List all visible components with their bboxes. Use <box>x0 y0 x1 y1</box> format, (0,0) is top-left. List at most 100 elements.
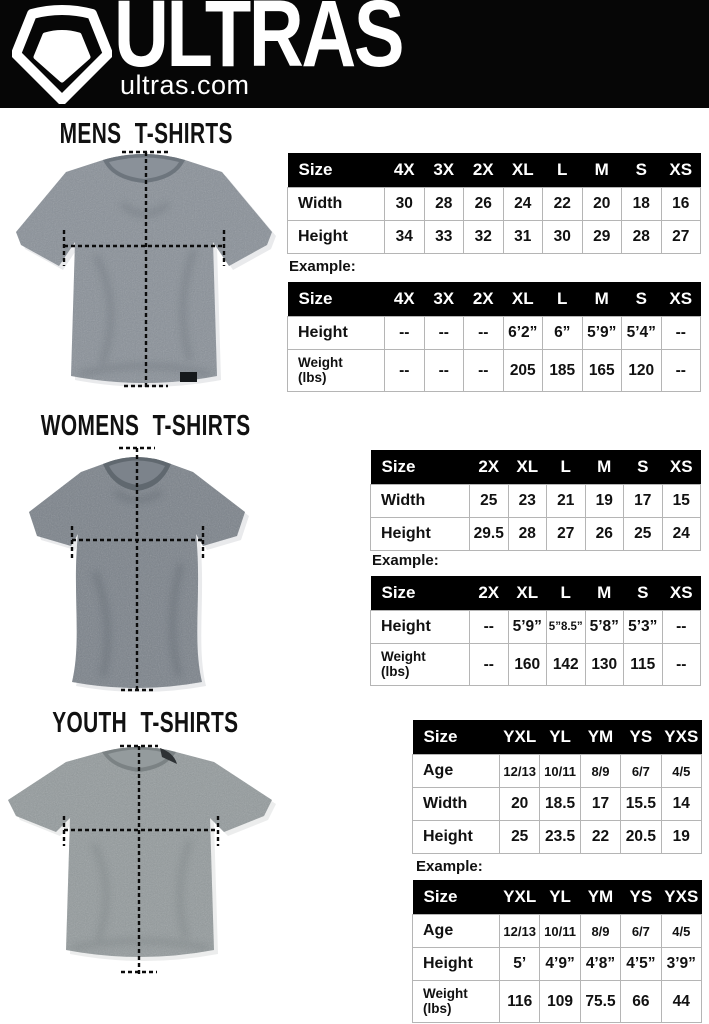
size-column-header: YXL <box>499 720 540 755</box>
size-column-header: S <box>623 450 662 485</box>
table-row: Weight (lbs) 116 109 75.5 66 44 <box>412 980 703 1023</box>
cell-value: 17 <box>579 787 622 821</box>
womens-example-label: Example: <box>372 552 439 569</box>
corner-header: Size <box>370 576 470 611</box>
cell-value: 10/11 <box>539 914 581 948</box>
size-column-header: L <box>546 450 585 485</box>
size-column-header: 2X <box>463 153 503 188</box>
size-column-header: 2X <box>469 450 508 485</box>
womens-example-table: Size 2X XL L M S XS Height -- 5’9” 5”8.5” 5’8” 5’3” -… <box>370 576 701 686</box>
table-header-row: Size 4X 3X 2X XL L M S XS <box>287 282 701 317</box>
cell-value: 18.5 <box>539 787 581 821</box>
header-bar: ULTRAS ultras.com <box>0 0 709 108</box>
size-column-header: YXL <box>499 880 540 915</box>
cell-value: 23 <box>507 484 547 518</box>
cell-value: -- <box>384 316 425 350</box>
size-column-header: YL <box>539 880 581 915</box>
row-label: Height <box>287 220 385 254</box>
cell-value: 5’3” <box>623 610 663 644</box>
youth-example-label: Example: <box>416 858 483 875</box>
cell-value: 28 <box>621 220 662 254</box>
cell-value: 4/5 <box>660 754 703 788</box>
brand-wordmark: ULTRAS <box>114 0 405 87</box>
cell-value: 75.5 <box>579 980 622 1023</box>
size-column-header: M <box>585 576 624 611</box>
cell-value: 30 <box>542 220 583 254</box>
cell-value: 130 <box>584 643 624 686</box>
table-row: Weight (lbs) -- -- -- 205 185 165 120 -- <box>287 349 701 392</box>
cell-value: -- <box>660 349 701 392</box>
corner-header: Size <box>412 880 500 915</box>
site-url: ultras.com <box>120 70 250 100</box>
cell-value: 20.5 <box>620 820 662 854</box>
size-column-header: XL <box>508 576 547 611</box>
mens-example-label: Example: <box>289 258 356 275</box>
table-header-row: Size 2X XL L M S XS <box>370 450 701 485</box>
row-label: Weight (lbs) <box>287 349 385 392</box>
cell-value: 4’5” <box>620 947 662 981</box>
cell-value: 20 <box>498 787 541 821</box>
cell-value: 18 <box>621 187 662 221</box>
mens-example-table: Size 4X 3X 2X XL L M S XS Height -- -- -- 6’2” 6” 5’9” 5… <box>287 282 701 392</box>
cell-value: 19 <box>584 484 624 518</box>
cell-value: 20 <box>581 187 622 221</box>
cell-value: 29.5 <box>469 517 509 551</box>
size-column-header: YS <box>620 720 662 755</box>
cell-value: 15 <box>661 484 701 518</box>
cell-value: 115 <box>623 643 663 686</box>
mens-size-table: Size 4X 3X 2X XL L M S XS Width 30 28 26 24 22 20 18 16 He… <box>287 153 701 254</box>
size-column-header: 2X <box>469 576 508 611</box>
cell-value: 24 <box>502 187 543 221</box>
table-header-row: Size YXL YL YM YS YXS <box>412 880 702 915</box>
cell-value: 26 <box>584 517 624 551</box>
size-column-header: 4X <box>384 282 424 317</box>
cell-value: 6/7 <box>620 754 662 788</box>
cell-value: 120 <box>621 349 662 392</box>
cell-value: 3’9” <box>660 947 703 981</box>
table-row: Height -- 5’9” 5”8.5” 5’8” 5’3” -- <box>370 610 701 644</box>
cell-value: 31 <box>502 220 543 254</box>
cell-value: 12/13 <box>498 914 541 948</box>
measurement-lines <box>70 446 205 692</box>
hem-tag <box>180 372 197 382</box>
cell-value: 27 <box>546 517 586 551</box>
cell-value: 4’8” <box>579 947 622 981</box>
corner-header: Size <box>287 153 385 188</box>
cell-value: 160 <box>507 643 547 686</box>
table-row: Weight (lbs) -- 160 142 130 115 -- <box>370 643 701 686</box>
cell-value: 5’4” <box>621 316 662 350</box>
size-column-header: XL <box>508 450 547 485</box>
size-column-header: S <box>621 282 661 317</box>
size-column-header: XS <box>662 576 701 611</box>
table-row: Width 25 23 21 19 17 15 <box>370 484 701 518</box>
cell-value: 22 <box>542 187 583 221</box>
row-label: Age <box>412 914 500 948</box>
size-column-header: 4X <box>384 153 424 188</box>
cell-value: 28 <box>423 187 464 221</box>
cell-value: 66 <box>620 980 662 1023</box>
size-column-header: YM <box>580 880 621 915</box>
table-row: Width 20 18.5 17 15.5 14 <box>412 787 703 821</box>
youth-example-table: Size YXL YL YM YS YXS Age 12/13 10/11 8/9 6/7 4/5 He… <box>412 880 703 1023</box>
womens-size-table: Size 2X XL L M S XS Width 25 23 21 19 17 15 Height 29.5… <box>370 450 701 551</box>
size-column-header: M <box>585 450 624 485</box>
row-label: Height <box>412 820 500 854</box>
cell-value: 25 <box>469 484 509 518</box>
corner-header: Size <box>287 282 385 317</box>
size-column-header: XL <box>503 153 543 188</box>
cell-value: 5”8.5” <box>546 610 586 644</box>
youth-size-table: Size YXL YL YM YS YXS Age 12/13 10/11 8/9 6/7 4/5 Wi… <box>412 720 703 854</box>
size-column-header: S <box>621 153 661 188</box>
cell-value: 12/13 <box>498 754 541 788</box>
cell-value: -- <box>423 349 464 392</box>
cell-value: 23.5 <box>539 820 581 854</box>
cell-value: 32 <box>463 220 504 254</box>
row-label: Width <box>412 787 500 821</box>
cell-value: -- <box>660 316 701 350</box>
cell-value: 4’9” <box>539 947 581 981</box>
mens-section-title: MENS T-SHIRTS <box>59 118 233 150</box>
table-row: Age 12/13 10/11 8/9 6/7 4/5 <box>412 914 703 948</box>
size-column-header: S <box>623 576 662 611</box>
cell-value: 28 <box>507 517 547 551</box>
table-header-row: Size 2X XL L M S XS <box>370 576 701 611</box>
